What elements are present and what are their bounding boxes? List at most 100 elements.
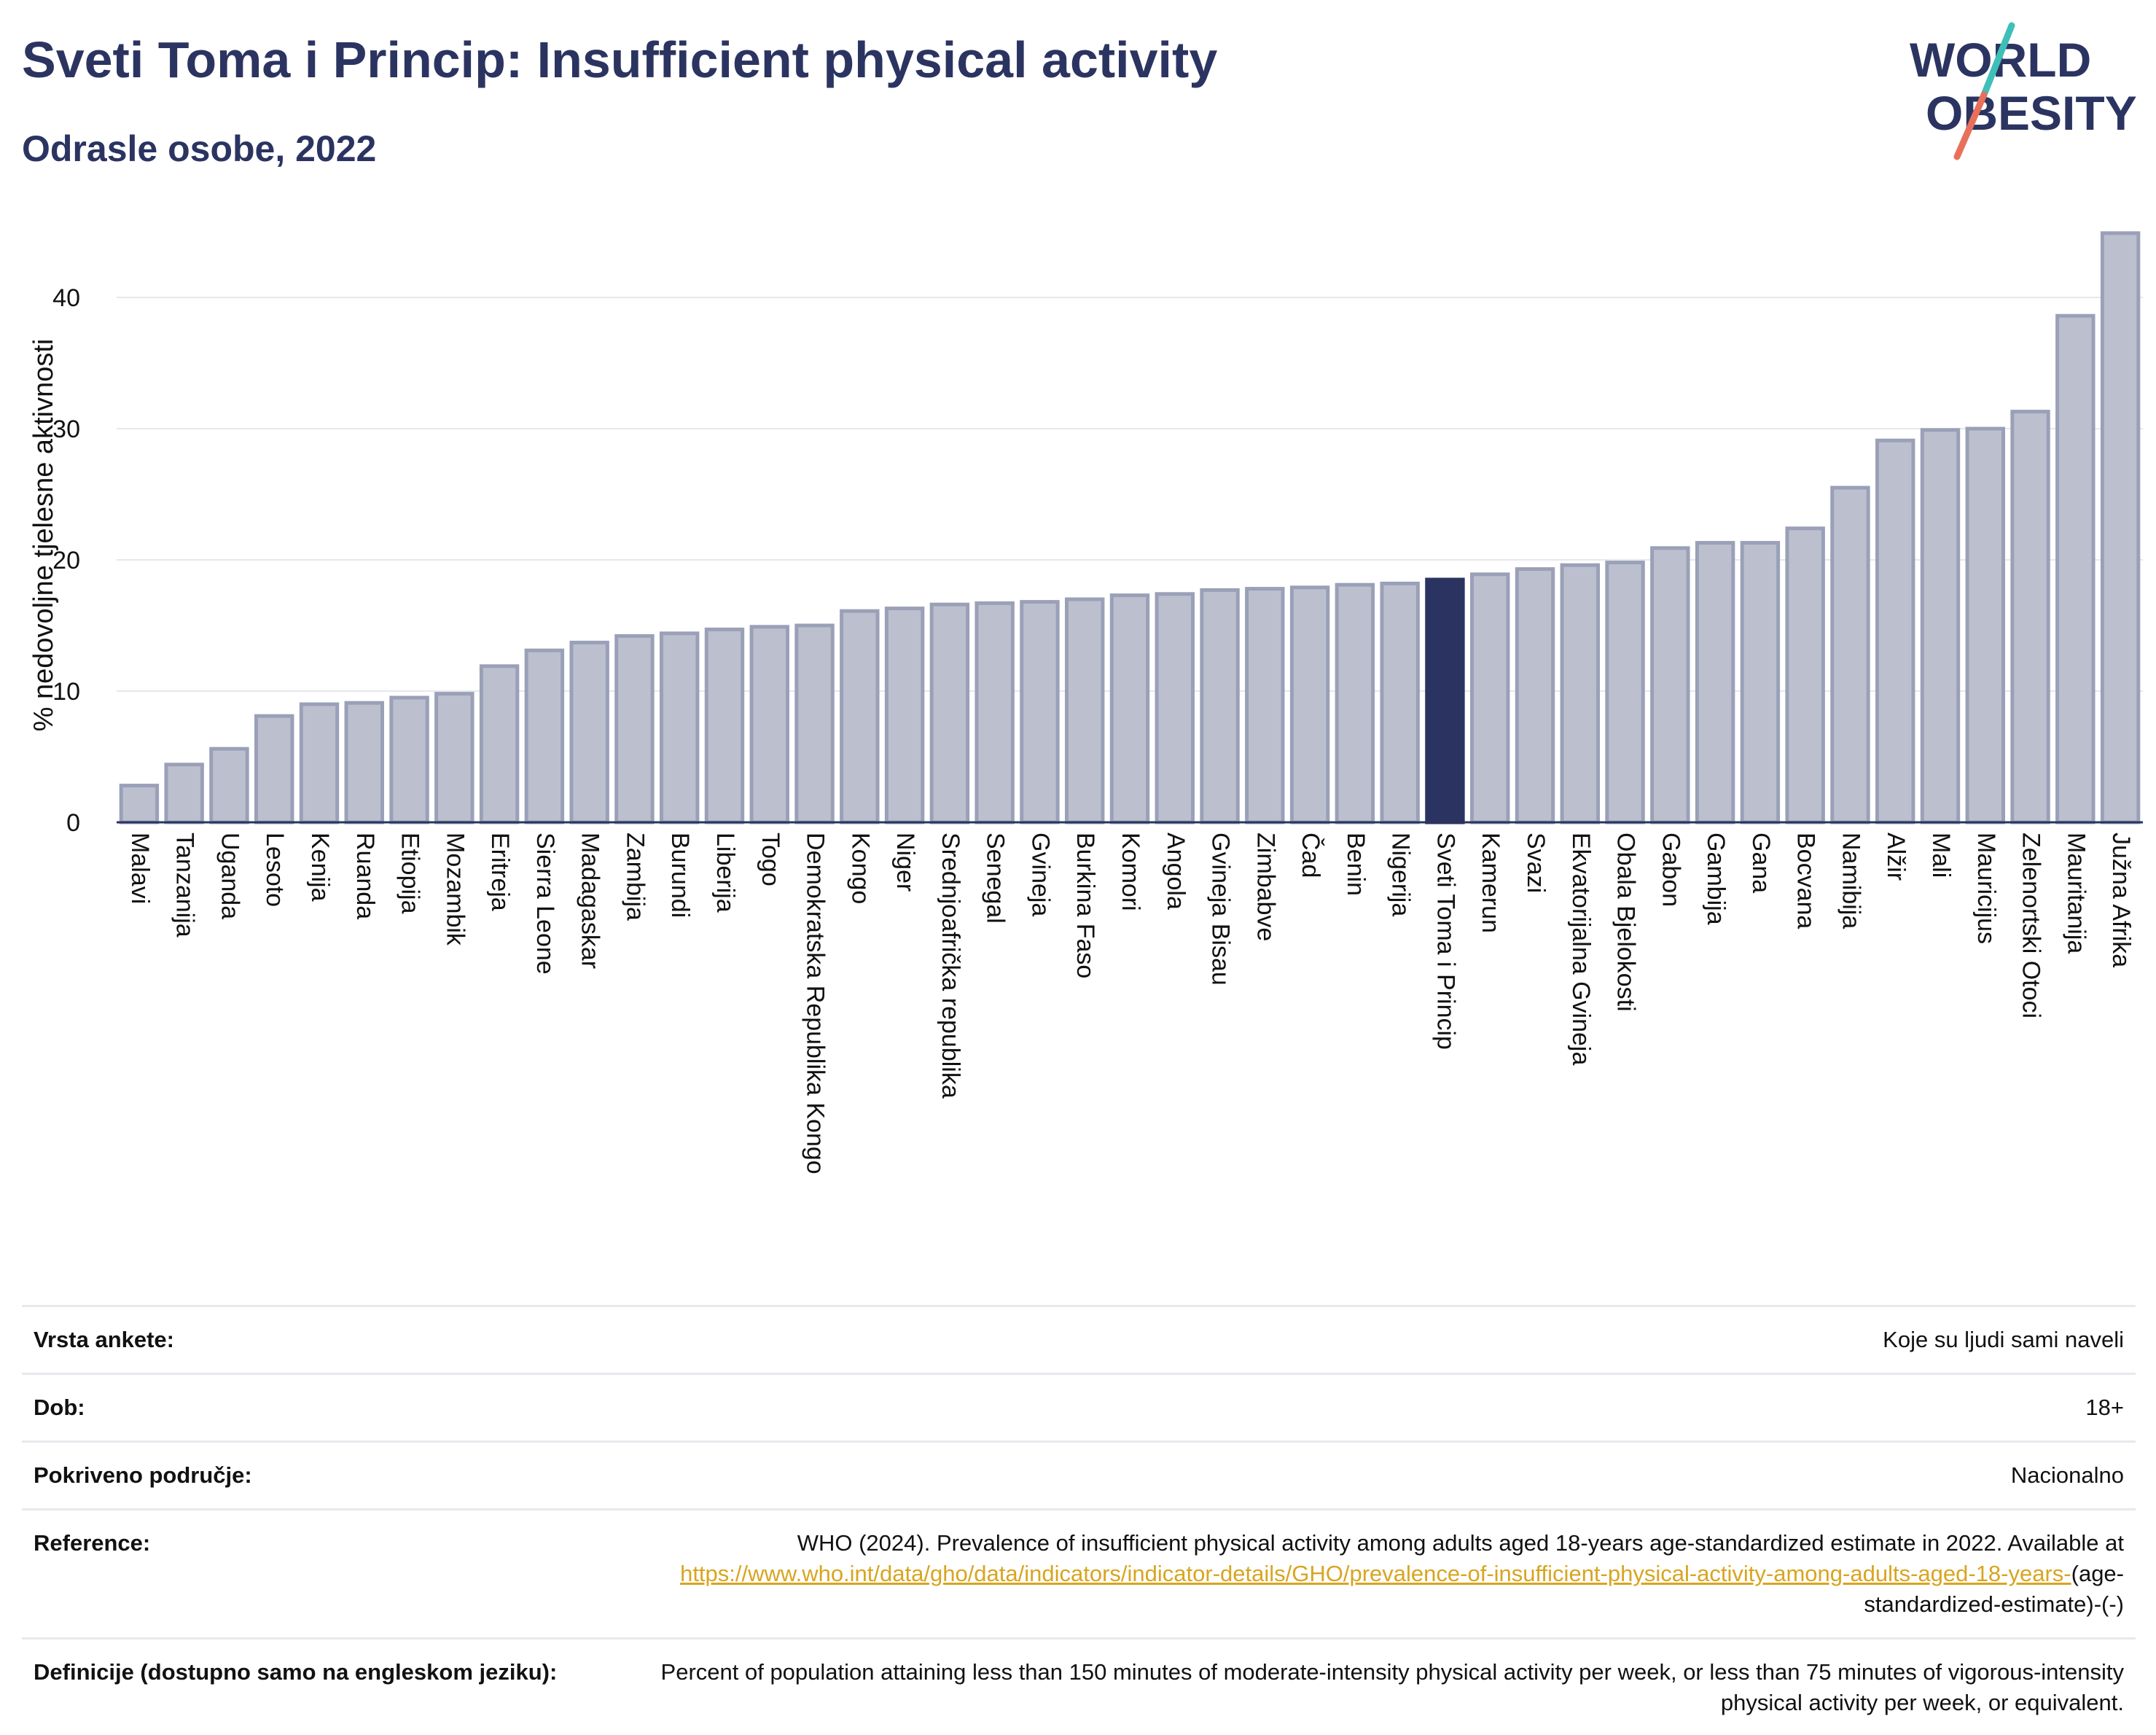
info-value: Percent of population attaining less tha… xyxy=(660,1659,2124,1715)
x-tick-label: Togo xyxy=(757,833,784,886)
bar xyxy=(1155,592,1195,824)
bar xyxy=(1245,587,1285,824)
info-row-reference: Reference: WHO (2024). Prevalence of ins… xyxy=(22,1508,2136,1637)
bar xyxy=(884,607,925,824)
bar xyxy=(209,746,249,824)
bar xyxy=(794,623,835,824)
x-tick-label: Mauritanija xyxy=(2062,833,2090,954)
logo-line2: OBESITY xyxy=(1926,86,2137,140)
x-tick-label: Eritreja xyxy=(486,833,514,911)
x-tick-label: Gana xyxy=(1747,833,1775,893)
x-tick-label: Burkina Faso xyxy=(1071,833,1099,978)
reference-link[interactable]: https://www.who.int/data/gho/data/indica… xyxy=(680,1561,2071,1586)
x-tick-label: Lesoto xyxy=(261,833,289,907)
x-tick-label: Mali xyxy=(1927,833,1955,878)
bar xyxy=(1289,585,1330,824)
y-tick-label: 40 xyxy=(52,284,80,312)
y-axis-label: % nedovoljne tjelesne aktivnosti xyxy=(28,339,59,732)
x-tick-label: Namibija xyxy=(1837,833,1864,929)
x-tick-label: Kamerun xyxy=(1477,833,1504,933)
x-tick-label: Sierra Leone xyxy=(531,833,559,975)
bar xyxy=(1020,600,1060,824)
bar xyxy=(1785,526,1825,824)
x-tick-label: Senegal xyxy=(982,833,1009,924)
x-tick-label: Malavi xyxy=(126,833,154,904)
x-tick-label: Uganda xyxy=(216,833,243,919)
x-tick-label: Gambija xyxy=(1702,833,1730,925)
bar xyxy=(299,702,340,824)
info-value: 18+ xyxy=(2085,1395,2124,1420)
x-tick-label: Srednjoafrička republika xyxy=(937,833,964,1099)
bar xyxy=(119,784,160,824)
info-row-definition: Definicije (dostupno samo na engleskom j… xyxy=(22,1637,2136,1735)
bar xyxy=(1965,426,2005,824)
x-tick-label: Ekvatorijalna Gvineja xyxy=(1567,833,1595,1065)
reference-text: WHO (2024). Prevalence of insufficient p… xyxy=(797,1530,2124,1556)
bar xyxy=(1740,541,1781,824)
info-row-coverage: Pokriveno područje: Nacionalno xyxy=(22,1440,2136,1508)
x-tick-label: Komori xyxy=(1117,833,1144,911)
bar xyxy=(344,701,384,824)
bar xyxy=(389,695,429,824)
x-tick-label: Zimbabve xyxy=(1251,833,1279,941)
page-subtitle: Odrasle osobe, 2022 xyxy=(22,128,377,169)
bar xyxy=(569,640,609,824)
info-value: Koje su ljudi sami naveli xyxy=(1883,1327,2124,1352)
x-tick-label: Ruanda xyxy=(351,833,379,919)
bar xyxy=(1425,577,1465,824)
bar xyxy=(840,609,880,824)
bar xyxy=(704,627,745,824)
x-tick-label: Gabon xyxy=(1657,833,1684,907)
x-tick-label: Sveti Toma i Princip xyxy=(1432,833,1459,1050)
x-tick-label: Madagaskar xyxy=(577,833,604,969)
bar xyxy=(614,633,655,824)
x-tick-label: Bocvana xyxy=(1792,833,1820,929)
x-tick-label: Burundi xyxy=(666,833,694,918)
x-tick-label: Etiopija xyxy=(397,833,424,914)
bar xyxy=(1200,588,1240,824)
x-tick-label: Demokratska Republika Kongo xyxy=(802,833,829,1174)
bar xyxy=(434,692,474,824)
bar xyxy=(1065,597,1105,824)
info-label: Pokriveno područje: xyxy=(34,1462,252,1488)
bar xyxy=(1920,428,1961,824)
x-tick-label: Nigerija xyxy=(1387,833,1415,916)
info-table: Vrsta ankete: Koje su ljudi sami naveli … xyxy=(22,1305,2136,1735)
x-tick-label: Kongo xyxy=(846,833,874,904)
x-tick-label: Zambija xyxy=(621,833,649,921)
x-tick-label: Alžir xyxy=(1882,833,1910,881)
bar xyxy=(254,714,294,824)
x-tick-label: Niger xyxy=(891,833,919,892)
x-tick-label: Liberija xyxy=(711,833,739,913)
bar xyxy=(2055,313,2096,824)
bar xyxy=(2010,410,2050,824)
info-value: Nacionalno xyxy=(2010,1462,2124,1488)
info-row-age: Dob: 18+ xyxy=(22,1373,2136,1440)
x-tick-label: Čad xyxy=(1297,833,1324,878)
x-tick-label: Mozambik xyxy=(441,833,469,946)
bar xyxy=(1875,438,1915,824)
bar xyxy=(749,625,789,824)
x-tick-label: Mauricijus xyxy=(1972,833,2000,944)
y-tick-label: 30 xyxy=(52,416,80,443)
reference-suffix: (age-standardized-estimate)-(-) xyxy=(1864,1561,2124,1617)
info-label: Reference: xyxy=(34,1530,151,1556)
reference-value: WHO (2024). Prevalence of insufficient p… xyxy=(587,1528,2124,1620)
bar xyxy=(1470,572,1510,824)
bar xyxy=(1515,567,1555,824)
x-tick-label: Zelenortski Otoci xyxy=(2018,833,2045,1018)
bar-chart: 0 10 20 30 40 % nedovoljne tjelesne aktivnost… xyxy=(28,231,2143,1174)
bar xyxy=(660,631,700,824)
info-row-survey: Vrsta ankete: Koje su ljudi sami naveli xyxy=(22,1305,2136,1373)
bar xyxy=(929,602,970,824)
bar xyxy=(1380,581,1420,824)
bar xyxy=(1605,561,1645,824)
world-obesity-logo: WORLD OBESITY xyxy=(1910,22,2137,160)
logo-slash-coral xyxy=(1953,91,1988,160)
x-tick-label: Benin xyxy=(1342,833,1370,896)
bar xyxy=(2100,231,2141,824)
bar xyxy=(164,763,204,824)
bar xyxy=(1335,582,1375,824)
x-tick-label: Angola xyxy=(1162,833,1190,910)
x-tick-label: Obala Bjelokosti xyxy=(1612,833,1640,1012)
